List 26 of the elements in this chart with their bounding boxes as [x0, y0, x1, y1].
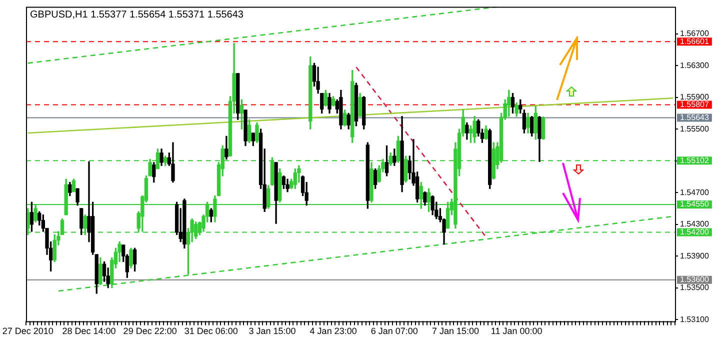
y-tick-label: 1.54700	[680, 188, 710, 197]
y-tick-label: 1.53100	[680, 314, 710, 324]
x-tick-label: 4 Jan 23:00	[310, 326, 357, 336]
ref-line-label: 1.55643	[680, 112, 710, 122]
y-tick-label: 1.54300	[680, 220, 710, 229]
x-tick-label: 6 Jan 07:00	[370, 326, 418, 336]
x-tick-label: 27 Dec 2010	[2, 326, 54, 336]
x-tick-label: 3 Jan 15:00	[248, 326, 296, 336]
y-tick-label: 1.53500	[680, 283, 710, 292]
x-tick-label: 28 Dec 14:00	[62, 326, 116, 336]
x-tick-label: 11 Jan 00:00	[490, 326, 542, 336]
ref-line-label: 1.54200	[680, 227, 710, 236]
y-tick-label: 1.55900	[680, 92, 710, 102]
ref-line-label: 1.55807	[680, 100, 710, 109]
y-tick-label: 1.56700	[680, 28, 710, 38]
x-tick-label: 31 Dec 06:00	[184, 326, 238, 336]
x-tick-label: 7 Jan 15:00	[432, 326, 480, 336]
x-tick-label: 29 Dec 22:00	[123, 326, 177, 336]
y-tick-label: 1.53900	[680, 251, 710, 260]
ref-line-label: 1.54550	[680, 200, 710, 209]
ref-line-label: 1.55102	[680, 156, 710, 165]
chart-title: GBPUSD,H1 1.55377 1.55654 1.55371 1.55643	[30, 10, 244, 21]
ref-line-label: 1.56601	[680, 36, 710, 46]
y-tick-label: 1.55500	[680, 124, 710, 134]
y-tick-label: 1.56300	[680, 60, 710, 70]
ref-line-label: 1.53600	[680, 275, 710, 284]
